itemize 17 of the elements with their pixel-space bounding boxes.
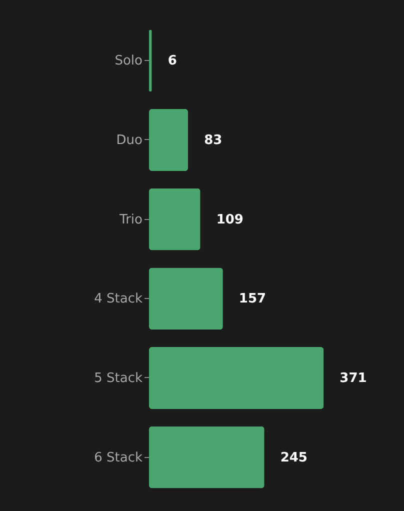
y-tick-label: 5 Stack [94,371,143,386]
data-label: 83 [204,133,222,148]
data-label: 245 [280,450,308,466]
bar [149,188,200,250]
bar [149,268,223,330]
data-label: 109 [216,212,244,228]
bar [149,347,324,409]
y-tick-label: 6 Stack [94,450,143,466]
data-label: 371 [340,371,367,386]
y-tick-label: Trio [118,212,143,228]
bar [149,109,188,171]
y-tick-label: 4 Stack [94,292,143,307]
y-tick-label: Duo [116,133,143,148]
y-tick-label: Solo [114,54,143,69]
data-label: 157 [238,292,266,307]
bar [149,426,264,488]
data-label: 6 [168,54,177,69]
